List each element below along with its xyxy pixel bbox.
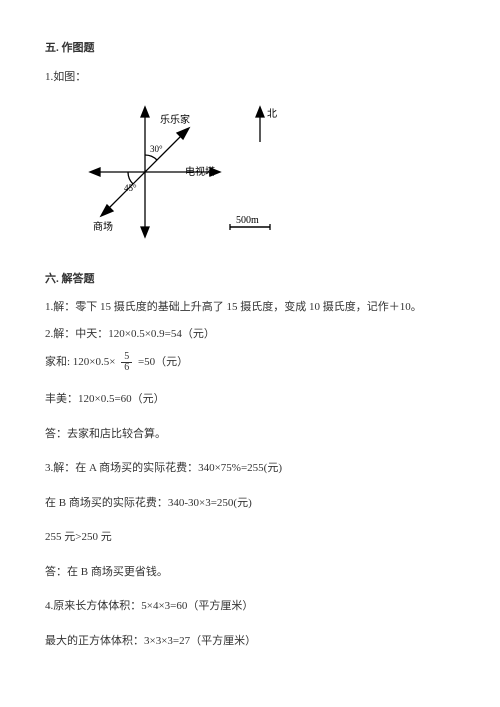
section-5-title: 五. 作图题 [45, 40, 455, 57]
a6-4-l2: 最大的正方体体积：3×3×3=27（平方厘米） [45, 633, 455, 650]
a6-2-l2b: =50（元） [138, 356, 188, 368]
label-shop: 商场 [93, 220, 113, 233]
a6-2-l3: 丰美：120×0.5=60（元） [45, 391, 455, 408]
a6-2-l1: 2.解：中天：120×0.5×0.9=54（元） [45, 326, 455, 343]
section-6-title: 六. 解答题 [45, 271, 455, 288]
a6-2-ans: 答：去家和店比较合算。 [45, 426, 455, 443]
a6-3-l3: 255 元>250 元 [45, 529, 455, 546]
a6-3-l2: 在 B 商场买的实际花费：340-30×3=250(元) [45, 495, 455, 512]
a6-4-l1: 4.原来长方体体积：5×4×3=60（平方厘米） [45, 598, 455, 615]
a6-3-l1: 3.解：在 A 商场买的实际花费：340×75%=255(元) [45, 460, 455, 477]
a6-2-l2a: 家和: 120×0.5× [45, 356, 115, 368]
diagram-figure: 乐乐家 北 30° 电视塔 45° 商场 500m [85, 97, 455, 253]
label-tvtower: 电视塔 [185, 165, 215, 178]
a6-3-ans: 答：在 B 商场买更省钱。 [45, 564, 455, 581]
q5-1: 1.如图： [45, 69, 455, 86]
label-lele: 乐乐家 [160, 113, 190, 126]
a6-2-l2: 家和: 120×0.5× 5 6 =50（元） [45, 352, 455, 373]
a6-1: 1.解：零下 15 摄氏度的基础上升高了 15 摄氏度，变成 10 摄氏度，记作… [45, 299, 455, 316]
fraction-5-6: 5 6 [121, 352, 132, 373]
label-angle45: 45° [124, 183, 137, 193]
label-scale: 500m [236, 215, 259, 226]
label-north: 北 [267, 108, 277, 120]
label-angle30: 30° [150, 144, 163, 154]
frac-den: 6 [121, 363, 132, 373]
